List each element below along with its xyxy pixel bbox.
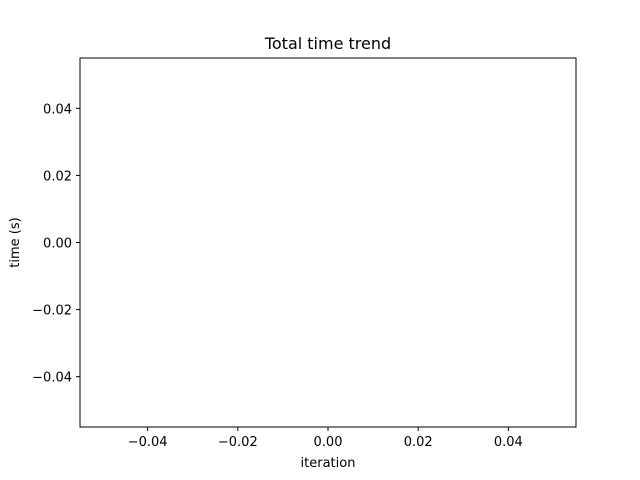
- plot-background: [80, 58, 576, 427]
- x-tick-label: 0.04: [494, 435, 523, 450]
- y-tick-label: 0.04: [43, 102, 72, 117]
- x-axis-label: iteration: [301, 456, 356, 471]
- plot-area: [79, 57, 577, 428]
- y-tick-label: 0.02: [43, 169, 72, 184]
- x-tick-label: 0.00: [314, 435, 343, 450]
- x-tick-label: 0.02: [404, 435, 433, 450]
- y-tick-label: 0.00: [43, 237, 72, 252]
- y-axis-ticks: −0.04 −0.02 0.00 0.02 0.04: [32, 102, 80, 386]
- chart-title: Total time trend: [264, 34, 391, 53]
- x-tick-label: −0.04: [128, 435, 168, 450]
- y-tick-label: −0.02: [32, 304, 72, 319]
- y-axis-label: time (s): [8, 217, 23, 267]
- x-tick-label: −0.02: [218, 435, 258, 450]
- x-axis-ticks: −0.04 −0.02 0.00 0.02 0.04: [128, 427, 523, 450]
- y-tick-label: −0.04: [32, 371, 72, 386]
